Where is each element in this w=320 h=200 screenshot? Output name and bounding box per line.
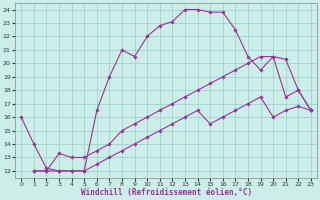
- X-axis label: Windchill (Refroidissement éolien,°C): Windchill (Refroidissement éolien,°C): [81, 188, 252, 197]
